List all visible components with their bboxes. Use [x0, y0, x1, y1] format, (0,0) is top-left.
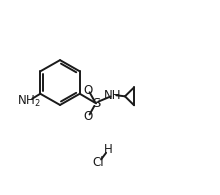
Text: Cl: Cl [92, 155, 104, 168]
Text: NH$_2$: NH$_2$ [17, 94, 41, 109]
Text: S: S [92, 97, 100, 110]
Text: O: O [83, 84, 92, 97]
Text: NH: NH [104, 89, 122, 102]
Text: O: O [83, 110, 92, 123]
Text: H: H [103, 143, 112, 156]
